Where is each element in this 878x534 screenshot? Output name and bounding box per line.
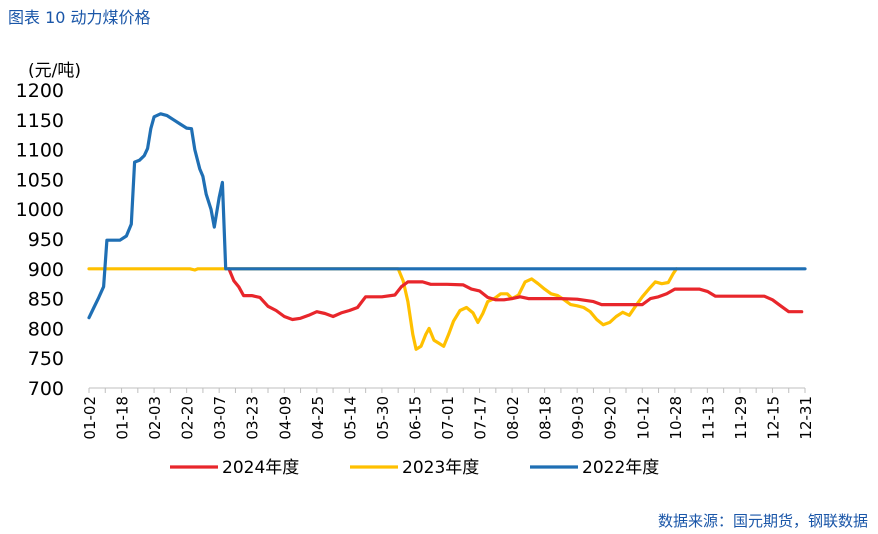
x-tick-label: 12-15 [764,396,782,440]
y-tick-label: 1200 [16,80,64,102]
y-tick-label: 800 [28,318,64,340]
x-tick-label: 02-03 [146,396,164,440]
x-axis-ticks: 01-02 01-18 02-03 02-20 03-07 03-23 04-09 04-25… [81,388,815,440]
y-tick-label: 700 [28,378,64,400]
legend-label: 2024年度 [222,458,299,478]
series-lines [87,112,807,351]
y-tick-label: 1100 [16,140,64,162]
y-tick-label: 900 [28,259,64,281]
legend-label: 2022年度 [582,458,659,478]
x-tick-label: 10-28 [667,396,685,440]
x-tick-label: 02-20 [179,396,197,440]
legend-label: 2023年度 [402,458,479,478]
x-tick-label: 01-02 [81,396,99,440]
y-tick-label: 1050 [16,169,64,191]
series-line-s2024 [227,267,804,322]
x-tick-label: 08-02 [504,396,522,440]
y-tick-label: 1150 [16,110,64,132]
y-tick-label: 950 [28,229,64,251]
x-tick-label: 03-23 [244,396,262,440]
x-tick-label: 09-03 [569,396,587,440]
y-tick-label: 750 [28,348,64,370]
series-line-s2022 [87,112,807,320]
x-tick-label: 05-30 [374,396,392,440]
x-tick-label: 01-18 [114,396,132,440]
y-axis-unit-label: (元/吨) [28,61,81,81]
x-tick-label: 04-09 [276,396,294,440]
x-tick-label: 12-31 [797,396,815,440]
x-tick-label: 08-18 [537,396,555,440]
series-line-s2023 [87,267,678,351]
legend: 2024年度 2023年度 2022年度 [170,458,659,478]
data-source-note: 数据来源：国元期货，钢联数据 [657,512,868,530]
y-tick-label: 850 [28,289,64,311]
x-tick-label: 05-14 [341,396,359,440]
y-tick-label: 1000 [16,199,64,221]
x-tick-label: 09-20 [602,396,620,440]
figure-title: 图表 10 动力煤价格 [8,8,151,27]
y-axis-ticks: 700 750 800 850 900 950 1000 1050 1100 1150 1200 [16,80,64,400]
x-tick-label: 04-25 [309,396,327,440]
x-tick-label: 03-07 [211,396,229,440]
x-tick-label: 10-12 [634,396,652,440]
x-tick-label: 11-13 [699,396,717,440]
x-tick-label: 07-01 [439,396,457,440]
x-tick-label: 06-15 [406,396,424,440]
x-tick-label: 11-29 [732,396,750,440]
x-tick-label: 07-17 [472,396,490,440]
